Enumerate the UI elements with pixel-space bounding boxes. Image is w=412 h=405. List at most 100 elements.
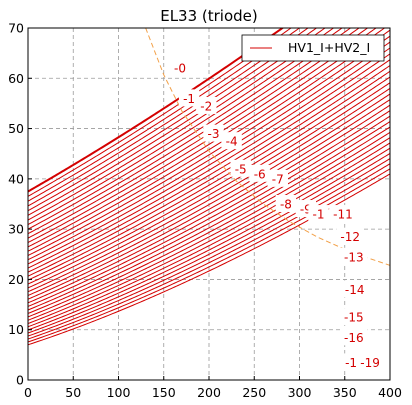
curve-label-text: -8 bbox=[280, 198, 292, 212]
curve-grid-line bbox=[28, 126, 390, 318]
curve-label: -3 bbox=[203, 124, 224, 142]
curve-grid-line bbox=[28, 41, 390, 261]
curve-label: -1 bbox=[308, 205, 329, 223]
curve-grid-line bbox=[28, 29, 390, 252]
legend-box bbox=[241, 34, 385, 62]
curve-grid-line bbox=[28, 115, 390, 311]
y-tick-label: 20 bbox=[8, 272, 24, 287]
curve-label-text: -15 bbox=[344, 311, 364, 325]
curve-label: -7 bbox=[267, 169, 288, 187]
curve-label-text: -3 bbox=[208, 127, 220, 141]
y-tick-label: 10 bbox=[8, 322, 24, 337]
curve-label-text: -6 bbox=[254, 167, 266, 181]
chart-title: EL33 (triode) bbox=[160, 7, 258, 25]
curve-grid-line bbox=[28, 131, 390, 321]
curve-grid-line bbox=[28, 99, 390, 300]
curve-grid-line bbox=[28, 158, 390, 337]
curve-label-bg bbox=[178, 89, 200, 107]
x-tick-label: 300 bbox=[288, 385, 312, 400]
curve-grid-line bbox=[28, 28, 309, 207]
curve-label-text: -11 bbox=[333, 208, 353, 222]
x-tick-label: 350 bbox=[333, 385, 357, 400]
curve-label-text: -5 bbox=[235, 162, 247, 176]
curve-label-bg bbox=[249, 164, 270, 182]
curve-label-text: -1 bbox=[345, 356, 357, 370]
curve-label: -1 bbox=[340, 353, 362, 371]
y-tick-label: 50 bbox=[8, 121, 24, 136]
curve-label-text: -1 bbox=[183, 92, 195, 106]
curve-label: -6 bbox=[249, 164, 270, 182]
curve-grid-line bbox=[28, 76, 390, 285]
curve-label: -13 bbox=[340, 247, 368, 265]
curve-label-bg bbox=[340, 247, 368, 265]
curve-label-bg bbox=[275, 195, 297, 212]
curve-label-bg bbox=[340, 280, 369, 298]
curve-grid-line bbox=[28, 82, 390, 289]
x-tick-label: 200 bbox=[197, 385, 221, 400]
curve-grid-line bbox=[28, 137, 390, 325]
curve-label-bg bbox=[203, 124, 224, 142]
curve-label-text: -1 bbox=[313, 208, 325, 222]
y-tick-label: 40 bbox=[8, 171, 24, 186]
curve-label-text: -9 bbox=[300, 203, 312, 217]
curve-label: -19 bbox=[356, 353, 384, 371]
curve-label-bg bbox=[169, 59, 191, 77]
curve-grid-line bbox=[28, 65, 390, 277]
curve-grid-line bbox=[28, 87, 390, 293]
x-tick-label: 100 bbox=[107, 385, 131, 400]
curve-label-text: -0 bbox=[174, 62, 186, 76]
curve-label-bg bbox=[356, 353, 384, 371]
curve-grid-line bbox=[28, 110, 390, 307]
curve-label-text: -14 bbox=[345, 283, 365, 297]
curve-grid-0-bold bbox=[28, 28, 285, 193]
curve-label-bg bbox=[340, 353, 362, 371]
curve-label-text: -2 bbox=[200, 99, 212, 113]
curve-grid-line bbox=[28, 121, 390, 314]
curve-grid-line bbox=[28, 35, 390, 256]
legend-label: HV1_I+HV2_I bbox=[288, 40, 370, 55]
curve-label-bg bbox=[329, 205, 357, 223]
curve-label: -1 bbox=[178, 89, 200, 107]
curve-label: -0 bbox=[169, 59, 191, 77]
x-tick-label: 150 bbox=[152, 385, 176, 400]
curve-label: -12 bbox=[336, 227, 364, 245]
y-tick-label: 70 bbox=[8, 21, 24, 36]
curve-grid-line bbox=[28, 59, 390, 273]
curve-grid-line bbox=[28, 53, 390, 269]
x-tick-label: 400 bbox=[378, 385, 402, 400]
curve-labels: -0-1-2-3-4-5 -6 -7-8 -9 -1 -11-12-13-14-15-16… bbox=[169, 59, 384, 371]
x-tick-label: 250 bbox=[242, 385, 266, 400]
curve-label-bg bbox=[340, 328, 368, 346]
curve-label-text: -16 bbox=[344, 331, 364, 345]
curve-grid-line bbox=[28, 93, 390, 296]
curve-label: -5 bbox=[230, 159, 251, 177]
curve-grid-line bbox=[28, 142, 390, 328]
curve-label-bg bbox=[267, 169, 288, 187]
curve-grid-line bbox=[28, 163, 390, 340]
curve-label: -2 bbox=[196, 96, 217, 114]
curve-grid-line bbox=[28, 153, 390, 334]
curve-grid-line bbox=[28, 28, 292, 197]
curve-label-text: -19 bbox=[360, 356, 380, 370]
curve-grid-line bbox=[28, 104, 390, 304]
curve-label-bg bbox=[221, 132, 242, 150]
curve-label: -14 bbox=[340, 280, 369, 298]
curve-label-text: -13 bbox=[344, 250, 364, 264]
curve-label-bg bbox=[196, 96, 217, 114]
curve-label: -8 bbox=[275, 195, 297, 212]
curve-label-bg bbox=[230, 159, 251, 177]
curve-label: -15 bbox=[340, 308, 368, 326]
curve-label-bg bbox=[340, 308, 368, 326]
curve-grid-line bbox=[28, 28, 301, 202]
curve-label-bg bbox=[308, 205, 329, 223]
curve-grid-line bbox=[28, 28, 386, 248]
curve-grid-line bbox=[28, 47, 390, 265]
y-tick-label: 0 bbox=[16, 373, 24, 388]
curve-label-text: -4 bbox=[226, 135, 238, 149]
y-tick-label: 30 bbox=[8, 222, 24, 237]
curve-label: -11 bbox=[329, 205, 357, 223]
curve-label-text: -12 bbox=[340, 230, 360, 244]
curve-grid-line bbox=[28, 147, 390, 331]
